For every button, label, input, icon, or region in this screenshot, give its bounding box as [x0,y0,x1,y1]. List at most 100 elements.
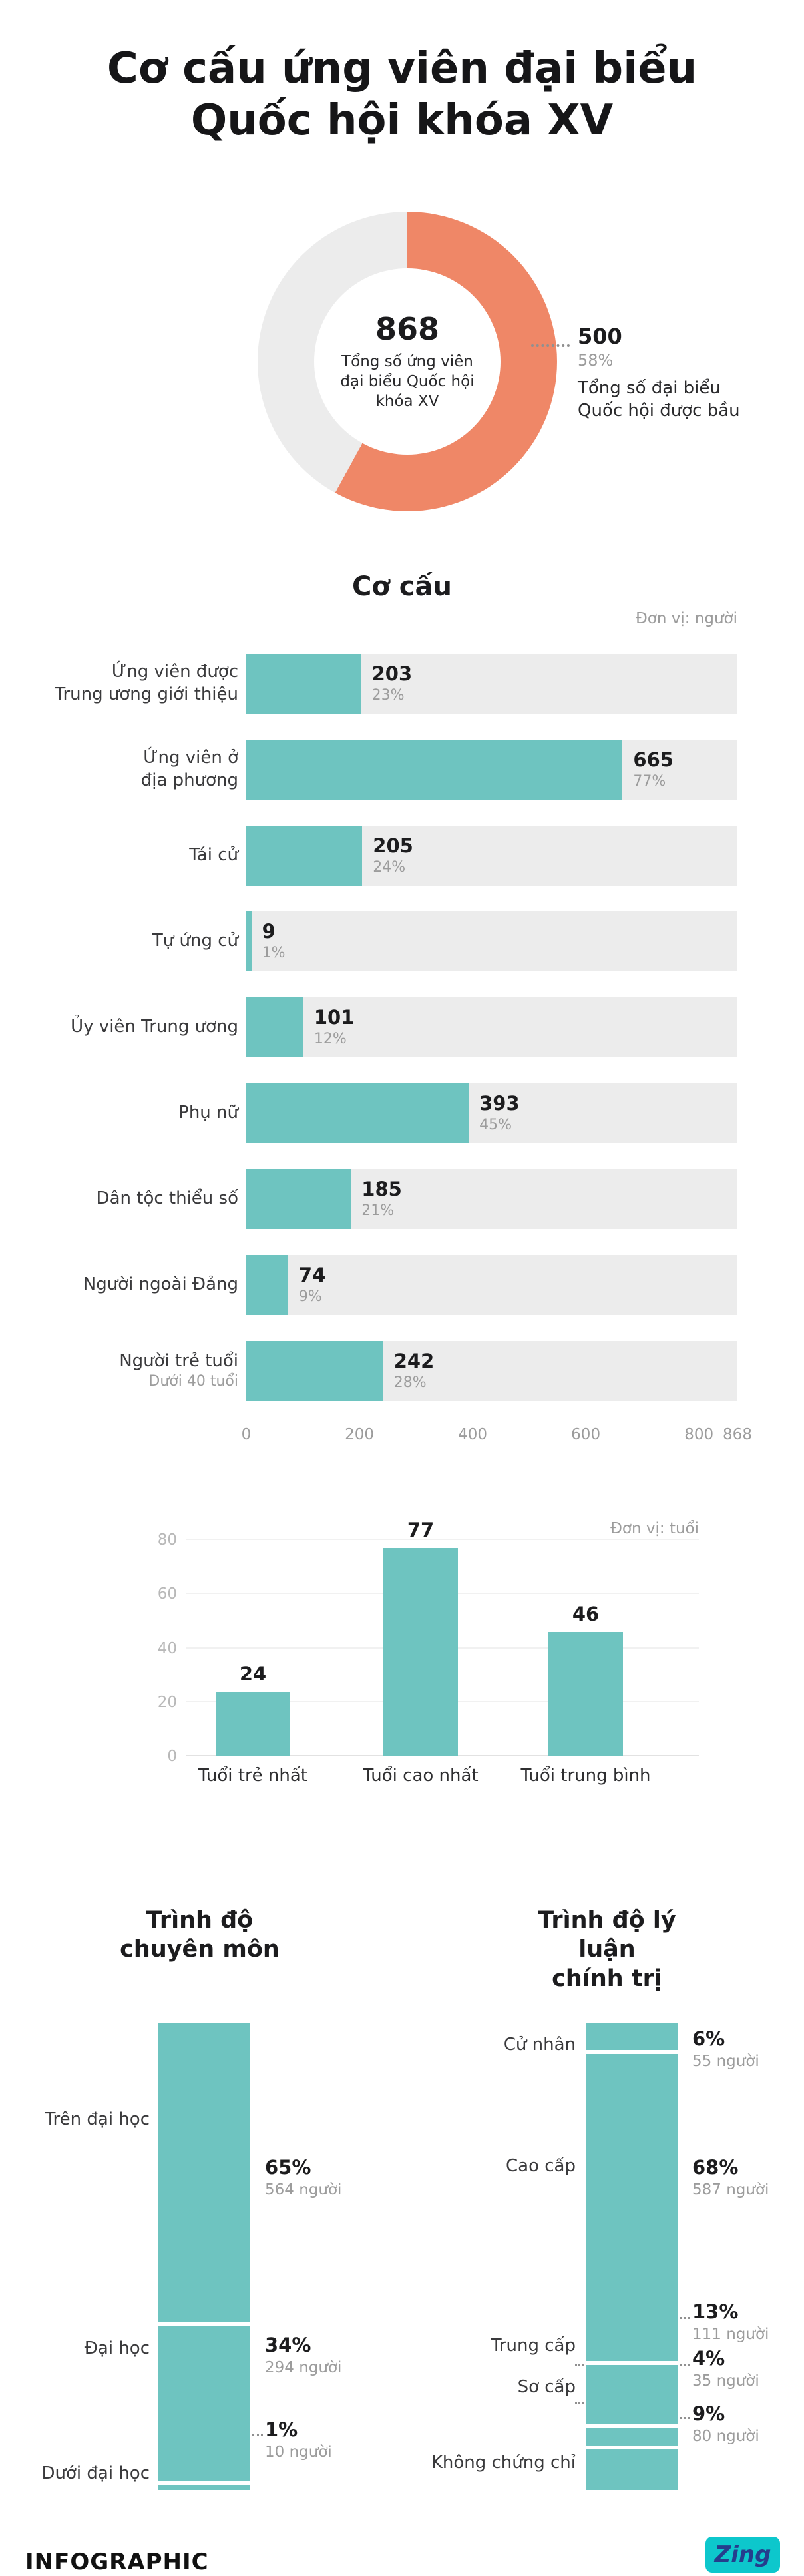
hbar-fill [246,1254,288,1315]
bar-row-label-text: Tái cử [189,844,238,865]
edu-segment-value: 65% 564 người [265,2156,341,2199]
stack-segment [586,2449,678,2491]
x-tick: 600 [571,1426,601,1443]
callout-value: 500 [578,324,622,349]
age-category: Tuổi cao nhất [363,1766,479,1786]
callout-percent: 58% [578,351,614,370]
edu-percent: 34% [265,2334,311,2356]
leader-line [680,2364,690,2366]
edu-count: 55 người [692,2052,759,2070]
age-bar: 77 [383,1519,458,1756]
x-tick: 200 [345,1426,374,1443]
bar-value-number: 203 [371,662,413,686]
donut-center-label: Tổng số ứng viên đại biểu Quốc hội khóa … [340,353,475,410]
bar-track: 185 21% [246,1168,737,1229]
bar-value: 185 21% [361,1178,402,1219]
bar-value-number: 205 [373,834,413,858]
donut-leader-line [531,344,570,347]
bar-track: 9 1% [246,911,737,971]
hbar-fill [246,1083,469,1143]
donut-chart: 868 Tổng số ứng viên đại biểu Quốc hội k… [258,212,557,511]
x-tick: 868 [723,1426,752,1443]
age-chart: 0 20 40 60 80 24 77 46 [158,1519,699,1765]
bar-track: 393 45% [246,1083,737,1143]
bar-row: Ứng viên ở địa phương 665 77% [0,726,804,812]
stack-segment [158,2325,250,2482]
leader-line [680,2417,690,2419]
donut-center-value: 868 [375,311,440,348]
hbar-fill [246,1340,383,1401]
bar-value-number: 101 [313,1006,355,1029]
edu-segment-label: Cử nhân [503,2035,576,2055]
stack-segment [586,2364,678,2424]
bar-value: 9 1% [262,920,286,961]
bar-row-label-text: Ủy viên Trung ương [71,1016,238,1037]
bar-track: 101 12% [246,997,737,1057]
hbar-chart: Ứng viên được Trung ương giới thiệu 203 2… [0,641,804,1414]
edu-segment-label: Trên đại học [45,2109,150,2129]
hbar-fill [246,825,363,886]
edu-percent: 13% [692,2300,739,2323]
unit-note-tuoi: Đơn vị: tuổi [610,1520,699,1537]
zing-logo-text: Zing [714,2541,771,2568]
bar-row-label: Ủy viên Trung ương [0,1016,246,1038]
bar-row: Ứng viên được Trung ương giới thiệu 203 2… [0,641,804,726]
age-category: Tuổi trẻ nhất [198,1766,308,1786]
zing-logo: Zing [705,2537,780,2573]
bar-value-percent: 23% [371,686,405,704]
bar-track: 665 77% [246,739,737,800]
y-tick: 0 [167,1748,177,1765]
bar-row-label: Ứng viên được Trung ương giới thiệu [0,661,246,706]
bar-value-percent: 24% [373,858,406,876]
edu-count: 294 người [265,2358,342,2376]
bar-row-label: Tái cử [0,844,246,866]
bar-value-percent: 21% [361,1202,395,1219]
edu-segment-value: 6% 55 người [692,2027,759,2071]
edu-segment-label: Đại học [84,2338,150,2358]
edu-count: 111 người [692,2325,769,2343]
bar-value: 242 28% [394,1350,435,1391]
edu-segment-value: 4% 35 người [692,2347,759,2390]
edu-percent: 1% [265,2418,298,2441]
bar-value-percent: 77% [633,772,666,790]
edu-segment-value: 34% 294 người [265,2334,341,2377]
bar-row-sublabel: Dưới 40 tuổi [148,1373,238,1390]
x-tick: 0 [241,1426,252,1443]
donut-callout: 500 58% Tổng số đại biểu Quốc hội được b… [578,324,777,423]
x-tick: 400 [458,1426,488,1443]
age-bar-value: 77 [407,1519,435,1542]
bar-value: 203 23% [371,662,413,704]
edu-right-title: Trình độ lý luận chính trị [538,1907,676,1993]
bar-value-percent: 9% [298,1288,322,1305]
bar-track: 205 24% [246,825,737,886]
bar-row-label: Ứng viên ở địa phương [0,747,246,792]
leader-line [575,2402,584,2404]
age-bar: 46 [548,1603,623,1756]
bar-row: Tái cử 205 24% [0,812,804,898]
bar-value-percent: 12% [313,1030,347,1047]
bar-value-percent: 28% [393,1374,427,1391]
bar-row-label: Người ngoài Đảng [0,1274,246,1296]
bar-value-number: 185 [361,1178,402,1201]
bar-value-percent: 1% [262,944,286,961]
callout-label: Tổng số đại biểu Quốc hội được bầu [578,378,740,421]
bar-row: Người trẻ tuổi Dưới 40 tuổi 242 28% [0,1328,804,1414]
edu-percent: 9% [692,2402,725,2425]
edu-segment-value: 9% 80 người [692,2402,759,2446]
gridline [186,1539,699,1540]
bar-row-label-text: Ứng viên được Trung ương giới thiệu [55,662,238,704]
bar-row: Người ngoài Đảng 74 9% [0,1242,804,1328]
edu-count: 80 người [692,2427,759,2445]
bar-row-label: Phụ nữ [0,1102,246,1124]
infographic-brand: INFOGRAPHIC [25,2549,209,2575]
stack-segment [158,2023,250,2322]
unit-note-nguoi: Đơn vị: người [635,610,737,627]
hbar-fill [246,739,623,800]
bar-row: Ủy viên Trung ương 101 12% [0,984,804,1070]
stack-segment [586,2427,678,2446]
bar-value: 393 45% [479,1092,520,1133]
hbar-fill [246,653,361,714]
bar-value-percent: 45% [479,1116,512,1133]
stacked-bar-left [158,2023,250,2490]
